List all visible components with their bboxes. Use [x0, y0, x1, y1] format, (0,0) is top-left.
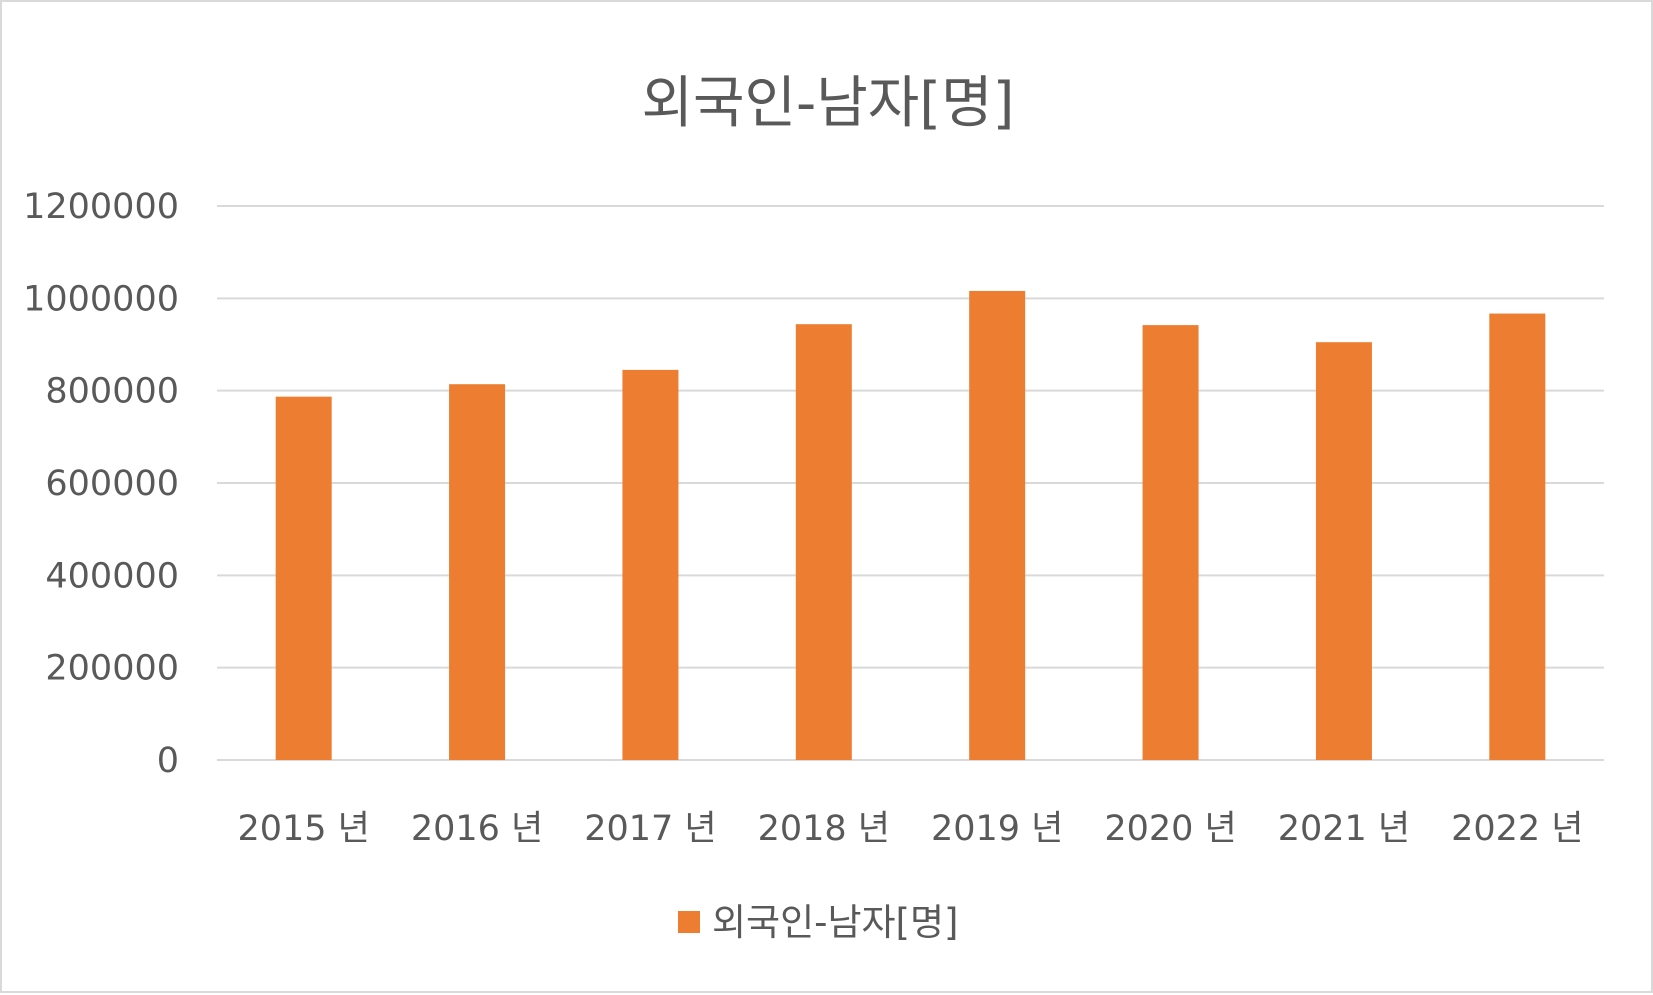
bar [622, 369, 679, 760]
bar [1142, 325, 1199, 760]
y-tick-label: 200000 [45, 649, 179, 689]
bar [1315, 342, 1372, 760]
x-tick-label: 2021 년 [1278, 809, 1410, 849]
legend-label: 외국인-남자[명] [712, 901, 958, 944]
bar [1489, 313, 1546, 760]
x-tick-label: 2017 년 [584, 809, 716, 849]
gridlines [217, 205, 1604, 761]
bar [449, 384, 506, 760]
y-tick-label: 0 [157, 741, 179, 781]
bars [275, 290, 1546, 760]
bar [969, 290, 1026, 760]
y-tick-label: 1200000 [23, 187, 179, 227]
x-tick-label: 2016 년 [411, 809, 543, 849]
y-tick-label: 800000 [45, 372, 179, 412]
bar [795, 324, 852, 760]
legend: 외국인-남자[명] [678, 901, 958, 944]
bar [275, 396, 332, 760]
x-axis-ticks: 2015 년 2016 년 2017 년 2018 년 2019 년 2020 년 2021… [237, 809, 1583, 849]
x-tick-label: 2019 년 [931, 809, 1063, 849]
x-tick-label: 2015 년 [237, 809, 369, 849]
chart-title: 외국인-남자[명] [641, 71, 1014, 136]
x-tick-label: 2018 년 [758, 809, 890, 849]
x-tick-label: 2020 년 [1104, 809, 1236, 849]
y-tick-label: 1000000 [23, 279, 179, 319]
y-axis-ticks: 0 200000 400000 600000 800000 1000000 1200000 [23, 187, 179, 781]
legend-swatch [678, 911, 700, 933]
y-tick-label: 600000 [45, 464, 179, 504]
y-tick-label: 400000 [45, 556, 179, 596]
x-tick-label: 2022 년 [1451, 809, 1583, 849]
